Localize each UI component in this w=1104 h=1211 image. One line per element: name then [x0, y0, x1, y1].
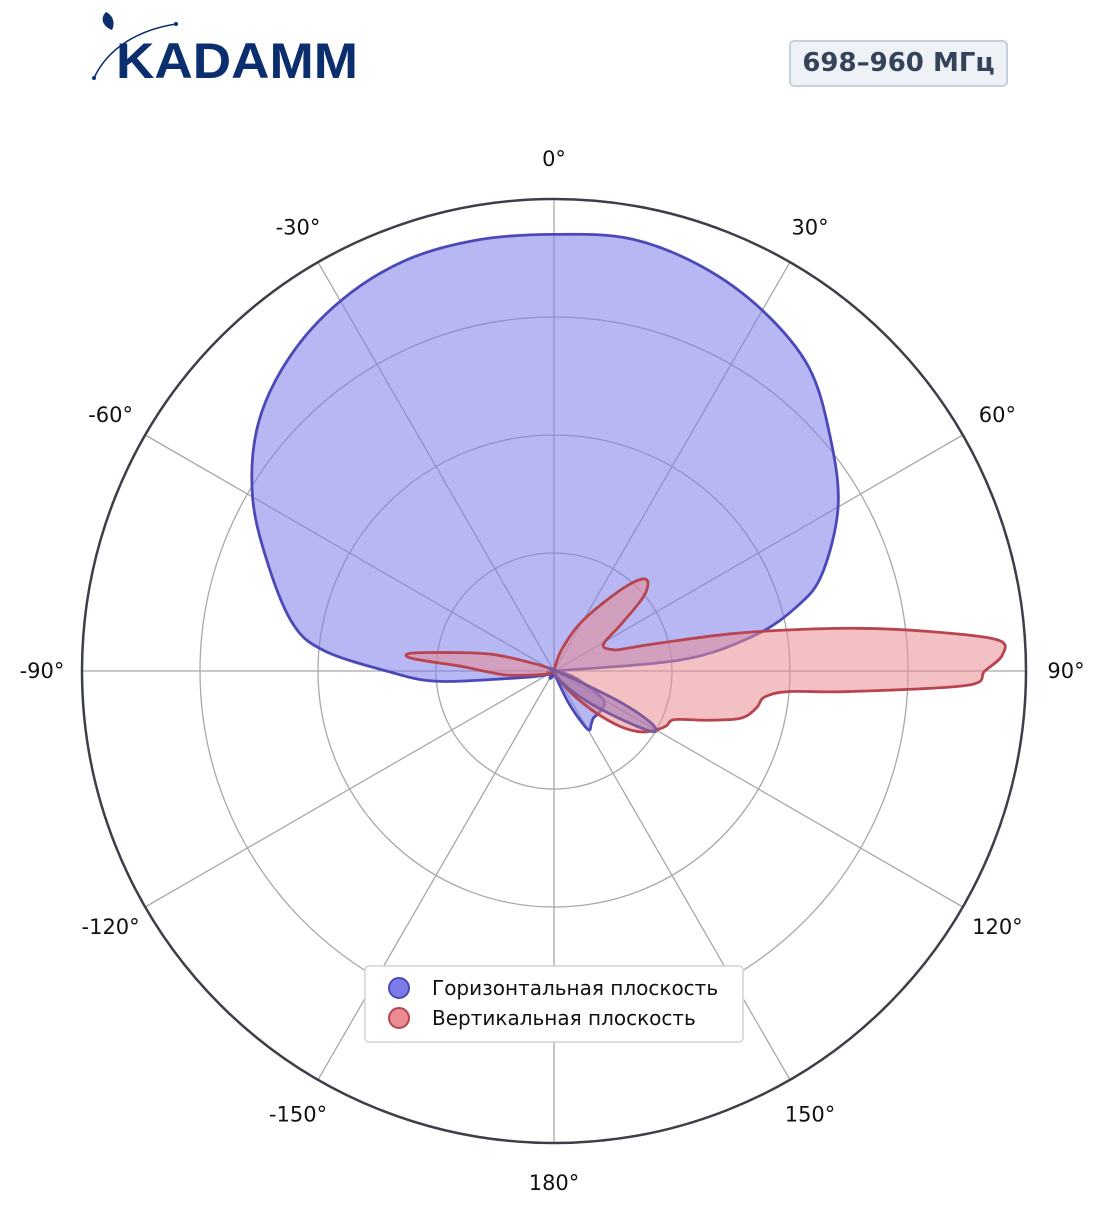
angle-grid-line-210 [317, 670, 555, 1081]
frequency-badge: 698–960 МГц [789, 40, 1008, 87]
legend-box [364, 965, 744, 1043]
angle-tick-label-10: -60° [88, 403, 133, 427]
angle-grid-line-240 [144, 670, 555, 908]
angle-grid-line-150 [553, 670, 791, 1081]
angle-tick-label-2: 60° [979, 403, 1016, 427]
logo-swoosh-dot-right [174, 22, 178, 26]
angle-tick-label-8: -120° [82, 915, 140, 939]
angle-tick-label-3: 90° [1047, 659, 1084, 683]
legend-label-vertical: Вертикальная плоскость [432, 1006, 696, 1030]
angle-tick-label-7: -150° [269, 1102, 327, 1126]
series-overlap-lobe [547, 666, 658, 734]
logo-wordmark: KADAMM [116, 33, 358, 88]
kadamm-logo: KADAMM [92, 12, 358, 88]
legend-swatch-horizontal [388, 977, 410, 999]
angle-tick-label-4: 120° [972, 915, 1023, 939]
polar-frame [80, 197, 1028, 1145]
angle-tick-label-9: -90° [20, 659, 65, 683]
legend: Горизонтальная плоскость Вертикальная пл… [364, 965, 744, 1043]
legend-swatch-vertical [388, 1007, 410, 1029]
logo-swoosh-line [93, 23, 177, 79]
series-vertical-lobe [404, 577, 1007, 734]
logo-swoosh-dot-left [92, 76, 96, 80]
angle-tick-label-5: 150° [785, 1102, 836, 1126]
angle-tick-label-1: 30° [791, 216, 828, 240]
logo-feather-mark [102, 12, 114, 30]
angle-tick-label-6: 180° [529, 1171, 580, 1195]
angle-tick-label-0: 0° [542, 147, 566, 171]
series-layer [250, 232, 1007, 734]
angle-tick-labels: 0° 30° 60° 90° 120° 150° 180° -150° -120° -90° -60… [20, 147, 1085, 1195]
legend-label-horizontal: Горизонтальная плоскость [432, 976, 718, 1000]
angle-tick-label-11: -30° [276, 216, 321, 240]
